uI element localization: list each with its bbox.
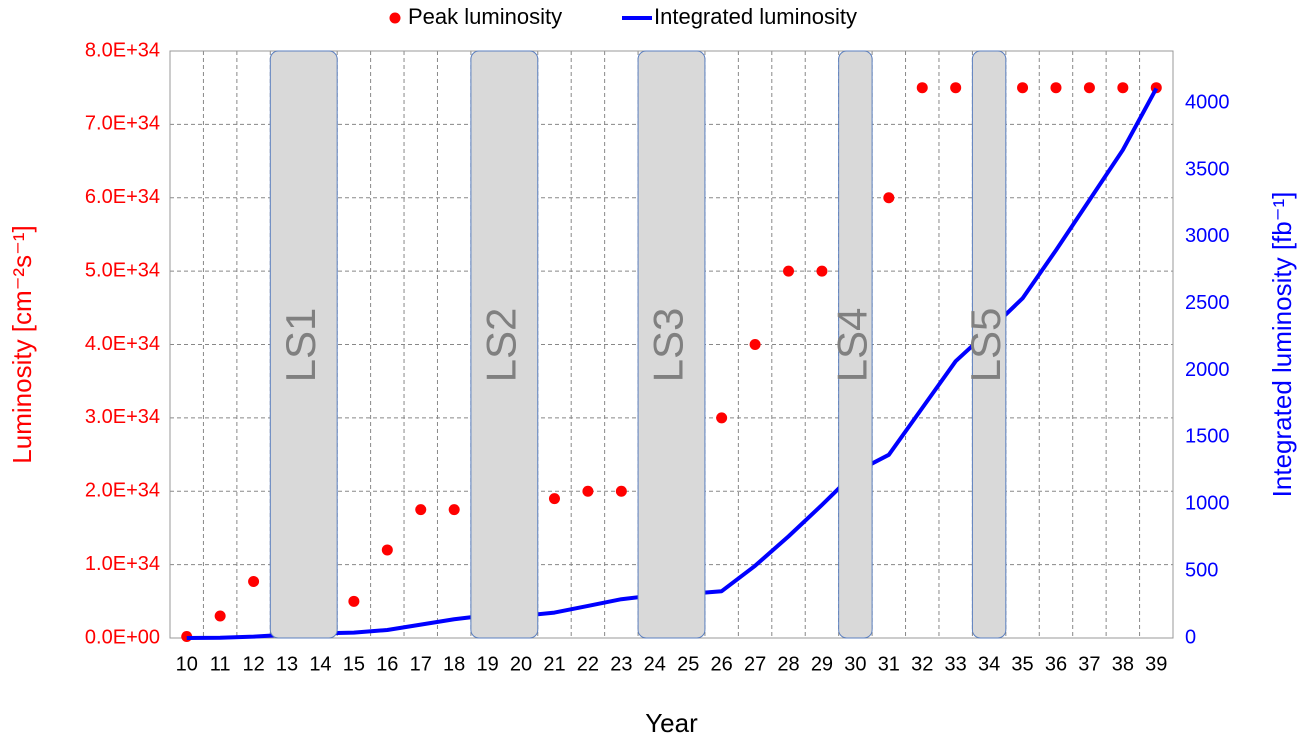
- x-tick-label: 12: [242, 653, 264, 675]
- data-point: [381, 544, 393, 556]
- x-tick-label: 18: [443, 653, 465, 675]
- x-tick-label: 39: [1145, 653, 1167, 675]
- data-point: [783, 265, 795, 277]
- data-point: [716, 412, 728, 424]
- y2-tick-label: 500: [1185, 559, 1218, 581]
- data-point: [749, 339, 761, 350]
- shutdown-label: LS5: [962, 308, 1009, 383]
- y2-axis-title: Integrated luminosity [fb⁻¹]: [1267, 192, 1297, 498]
- x-tick-label: 15: [343, 653, 365, 675]
- shutdown-label: LS3: [645, 308, 692, 383]
- data-point: [916, 82, 928, 94]
- x-tick-label: 22: [577, 653, 599, 675]
- y2-tick-label: 1000: [1185, 493, 1230, 515]
- y-tick-label: 1.0E+34: [85, 553, 160, 575]
- shutdown-label: LS1: [277, 308, 324, 383]
- y-tick-label: 2.0E+34: [85, 480, 160, 502]
- x-tick-label: 29: [811, 653, 833, 675]
- x-tick-label: 35: [1011, 653, 1033, 675]
- y-tick-label: 6.0E+34: [85, 186, 160, 208]
- data-point: [448, 504, 460, 516]
- x-tick-label: 32: [911, 653, 933, 675]
- data-point: [1117, 82, 1129, 94]
- x-tick-label: 21: [543, 653, 565, 675]
- y2-tick-label: 1500: [1185, 426, 1230, 448]
- shutdown-box: [838, 50, 873, 639]
- x-tick-label: 24: [644, 653, 666, 675]
- data-point: [248, 576, 260, 588]
- x-tick-label: 28: [777, 653, 799, 675]
- x-tick-label: 33: [945, 653, 967, 675]
- y-tick-label: 7.0E+34: [85, 113, 160, 135]
- y2-tick-label: 2000: [1185, 359, 1230, 381]
- shutdown-box: [971, 50, 1007, 639]
- x-tick-label: 30: [844, 653, 866, 675]
- x-tick-label: 19: [476, 653, 498, 675]
- x-tick-label: 27: [744, 653, 766, 675]
- y-tick-label: 5.0E+34: [85, 259, 160, 281]
- y-tick-label: 0.0E+00: [85, 626, 160, 648]
- x-tick-label: 25: [677, 653, 699, 675]
- data-point: [582, 485, 594, 497]
- x-tick-label: 31: [878, 653, 900, 675]
- x-tick-label: 13: [276, 653, 298, 675]
- data-point: [1017, 82, 1029, 94]
- data-point: [816, 265, 828, 277]
- legend-label: Integrated luminosity: [654, 4, 857, 29]
- y2-tick-label: 2500: [1185, 292, 1230, 314]
- legend-label: Peak luminosity: [408, 4, 562, 29]
- y2-tick-label: 3000: [1185, 225, 1230, 247]
- y2-tick-label: 0: [1185, 626, 1196, 648]
- data-point: [950, 82, 962, 94]
- legend-marker: [389, 12, 401, 24]
- data-point: [348, 595, 360, 607]
- shutdown-box: [269, 50, 338, 639]
- x-tick-label: 17: [410, 653, 432, 675]
- data-point: [1050, 82, 1062, 94]
- x-tick-label: 14: [309, 653, 331, 675]
- x-tick-label: 36: [1045, 653, 1067, 675]
- data-point: [883, 192, 895, 204]
- shutdown-label: LS2: [477, 308, 524, 383]
- x-tick-label: 34: [978, 653, 1000, 675]
- y-tick-label: 3.0E+34: [85, 406, 160, 428]
- y2-tick-label: 4000: [1185, 91, 1230, 113]
- data-point: [548, 493, 560, 505]
- shutdown-box: [637, 50, 706, 639]
- x-tick-label: 16: [376, 653, 398, 675]
- data-point: [415, 504, 427, 516]
- y-tick-label: 8.0E+34: [85, 39, 160, 61]
- x-tick-label: 11: [210, 653, 231, 675]
- y-tick-label: 4.0E+34: [85, 333, 160, 355]
- x-tick-label: 37: [1078, 653, 1100, 675]
- x-tick-label: 26: [711, 653, 733, 675]
- x-tick-label: 23: [610, 653, 632, 675]
- x-tick-label: 10: [176, 653, 198, 675]
- y-axis-title: Luminosity [cm⁻²s⁻¹]: [7, 225, 37, 463]
- x-tick-label: 38: [1112, 653, 1134, 675]
- data-point: [1083, 82, 1095, 94]
- data-point: [214, 610, 226, 622]
- x-axis-title: Year: [645, 708, 698, 738]
- x-tick-label: 20: [510, 653, 532, 675]
- y2-tick-label: 3500: [1185, 158, 1230, 180]
- data-point: [615, 485, 627, 497]
- shutdown-label: LS4: [828, 308, 875, 383]
- shutdown-box: [470, 50, 539, 639]
